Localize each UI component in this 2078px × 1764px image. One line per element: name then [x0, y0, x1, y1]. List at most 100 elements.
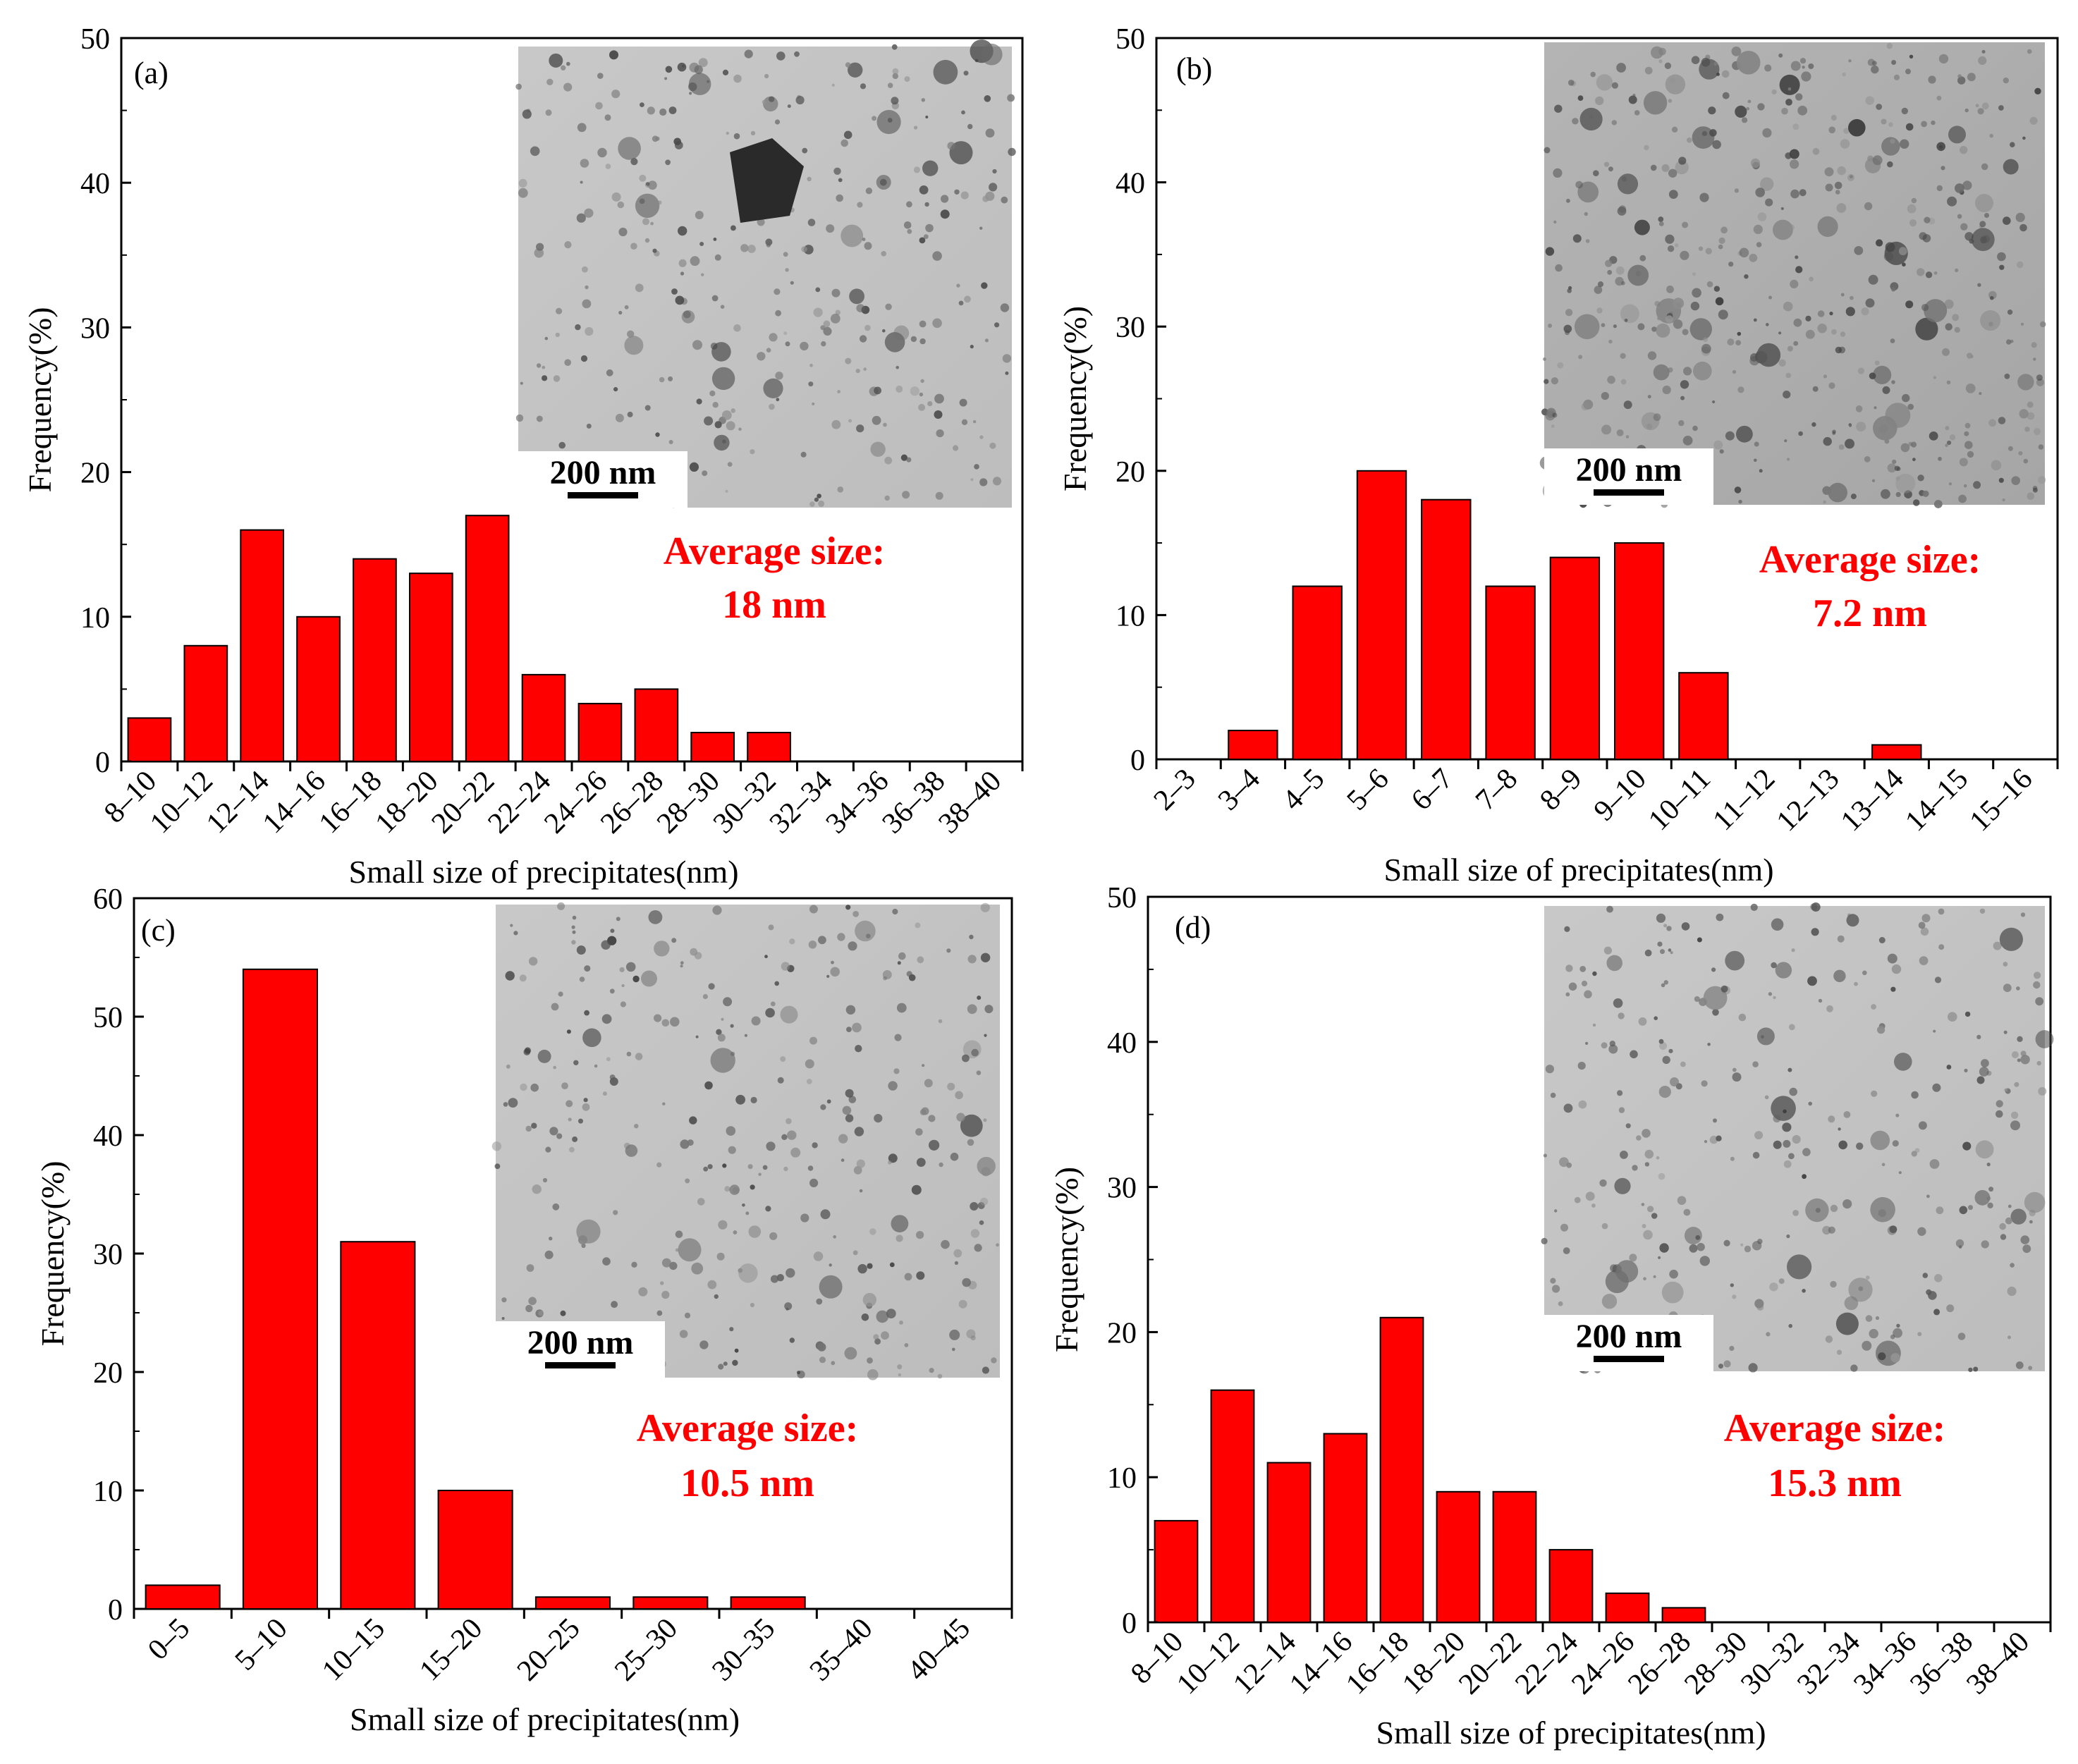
precipitate-particle: [1963, 484, 1967, 488]
precipitate-particle: [1865, 1315, 1873, 1322]
precipitate-particle: [1756, 1027, 1775, 1046]
x-tick-label: 11–12: [1707, 763, 1782, 838]
micrograph-inset: 200 nm: [491, 902, 1000, 1380]
precipitate-particle: [1613, 324, 1617, 329]
precipitate-particle: [1706, 281, 1713, 288]
precipitate-particle: [1812, 147, 1820, 155]
precipitate-particle: [707, 1280, 717, 1290]
bar-30–35: [730, 1596, 806, 1610]
precipitate-particle: [1878, 1352, 1886, 1361]
x-tick-label: 34–36: [1847, 1626, 1923, 1701]
precipitate-particle: [985, 191, 995, 201]
precipitate-particle: [1978, 56, 1987, 65]
precipitate-particle: [1840, 293, 1845, 297]
precipitate-particle: [1584, 990, 1592, 999]
precipitate-particle: [2002, 498, 2005, 502]
x-tick-label: 28–30: [1678, 1626, 1754, 1701]
precipitate-particle: [1848, 118, 1866, 137]
precipitate-particle: [620, 1001, 627, 1007]
precipitate-particle: [538, 1310, 544, 1316]
precipitate-particle: [980, 1197, 989, 1206]
precipitate-particle: [1894, 1053, 1912, 1071]
precipitate-particle: [845, 905, 851, 910]
precipitate-particle: [1754, 458, 1757, 463]
precipitate-particle: [1596, 74, 1613, 91]
precipitate-particle: [1828, 1226, 1835, 1234]
precipitate-particle: [553, 375, 561, 382]
x-tick-label: 8–9: [1534, 763, 1588, 817]
precipitate-particle: [2007, 310, 2013, 315]
precipitate-particle: [857, 202, 863, 208]
precipitate-particle: [1787, 1067, 1792, 1072]
precipitate-particle: [1988, 1187, 1994, 1192]
precipitate-particle: [552, 1203, 560, 1211]
chart-panel-c: 200 nm 0 10 20 30 40 50 60 0–5 5–10 10–15 15–20 20–2…: [35, 883, 1013, 1737]
precipitate-particle: [1658, 1086, 1671, 1098]
precipitate-particle: [829, 1263, 832, 1267]
x-tick-label: 16–18: [1340, 1626, 1415, 1701]
precipitate-particle: [1807, 976, 1817, 986]
precipitate-particle: [917, 956, 924, 964]
precipitate-particle: [631, 1261, 637, 1268]
precipitate-particle: [1865, 298, 1875, 308]
precipitate-particle: [720, 305, 725, 310]
bar-26–28: [1661, 1607, 1706, 1623]
precipitate-particle: [575, 324, 581, 331]
precipitate-particle: [913, 166, 920, 173]
precipitate-particle: [1715, 297, 1724, 306]
x-tick-label: 28–30: [651, 765, 726, 840]
precipitate-particle: [979, 435, 984, 439]
precipitate-particle: [692, 340, 702, 350]
precipitate-particle: [606, 1057, 611, 1062]
precipitate-particle: [1933, 1029, 1936, 1033]
precipitate-particle: [1552, 412, 1558, 418]
precipitate-particle: [1618, 1107, 1625, 1113]
precipitate-particle: [837, 486, 844, 493]
precipitate-particle: [1999, 927, 2023, 951]
precipitate-particle: [845, 1089, 854, 1098]
precipitate-particle: [1728, 262, 1734, 267]
precipitate-particle: [949, 1329, 960, 1340]
precipitate-particle: [699, 1340, 709, 1349]
precipitate-particle: [1668, 190, 1678, 199]
precipitate-particle: [1964, 108, 1969, 113]
precipitate-particle: [818, 936, 826, 945]
precipitate-particle: [655, 136, 660, 141]
precipitate-particle: [887, 82, 893, 88]
precipitate-particle: [1682, 221, 1689, 228]
precipitate-particle: [956, 283, 960, 288]
precipitate-particle: [2024, 1192, 2046, 1213]
precipitate-particle: [1621, 176, 1627, 182]
precipitate-particle: [774, 981, 779, 986]
precipitate-particle: [818, 500, 825, 507]
precipitate-particle: [833, 167, 841, 175]
precipitate-particle: [1896, 1323, 1900, 1328]
precipitate-particle: [925, 116, 929, 118]
scale-bar-label: 200 nm: [1576, 1318, 1682, 1355]
precipitate-particle: [1837, 935, 1845, 943]
precipitate-particle: [922, 1064, 925, 1067]
precipitate-particle: [962, 1054, 970, 1062]
precipitate-particle: [1615, 1260, 1639, 1283]
precipitate-particle: [974, 59, 979, 63]
precipitate-particle: [1553, 168, 1563, 178]
y-tick-label: 40: [1116, 168, 1145, 200]
precipitate-particle: [1818, 998, 1823, 1003]
precipitate-particle: [992, 169, 997, 174]
precipitate-particle: [659, 376, 665, 383]
precipitate-particle: [897, 961, 901, 965]
precipitate-particle: [660, 1281, 664, 1285]
precipitate-particle: [585, 285, 589, 290]
precipitate-particle: [1964, 431, 1969, 436]
precipitate-particle: [1734, 486, 1742, 494]
precipitate-particle: [1692, 126, 1715, 149]
precipitate-particle: [685, 1178, 690, 1184]
precipitate-particle: [922, 160, 939, 176]
precipitate-particle: [1605, 259, 1613, 267]
y-axis-title: Frequency(%): [1049, 1167, 1084, 1352]
precipitate-particle: [757, 218, 765, 226]
precipitate-particle: [536, 363, 542, 368]
precipitate-particle: [691, 1262, 704, 1275]
precipitate-particle: [2003, 1030, 2007, 1034]
